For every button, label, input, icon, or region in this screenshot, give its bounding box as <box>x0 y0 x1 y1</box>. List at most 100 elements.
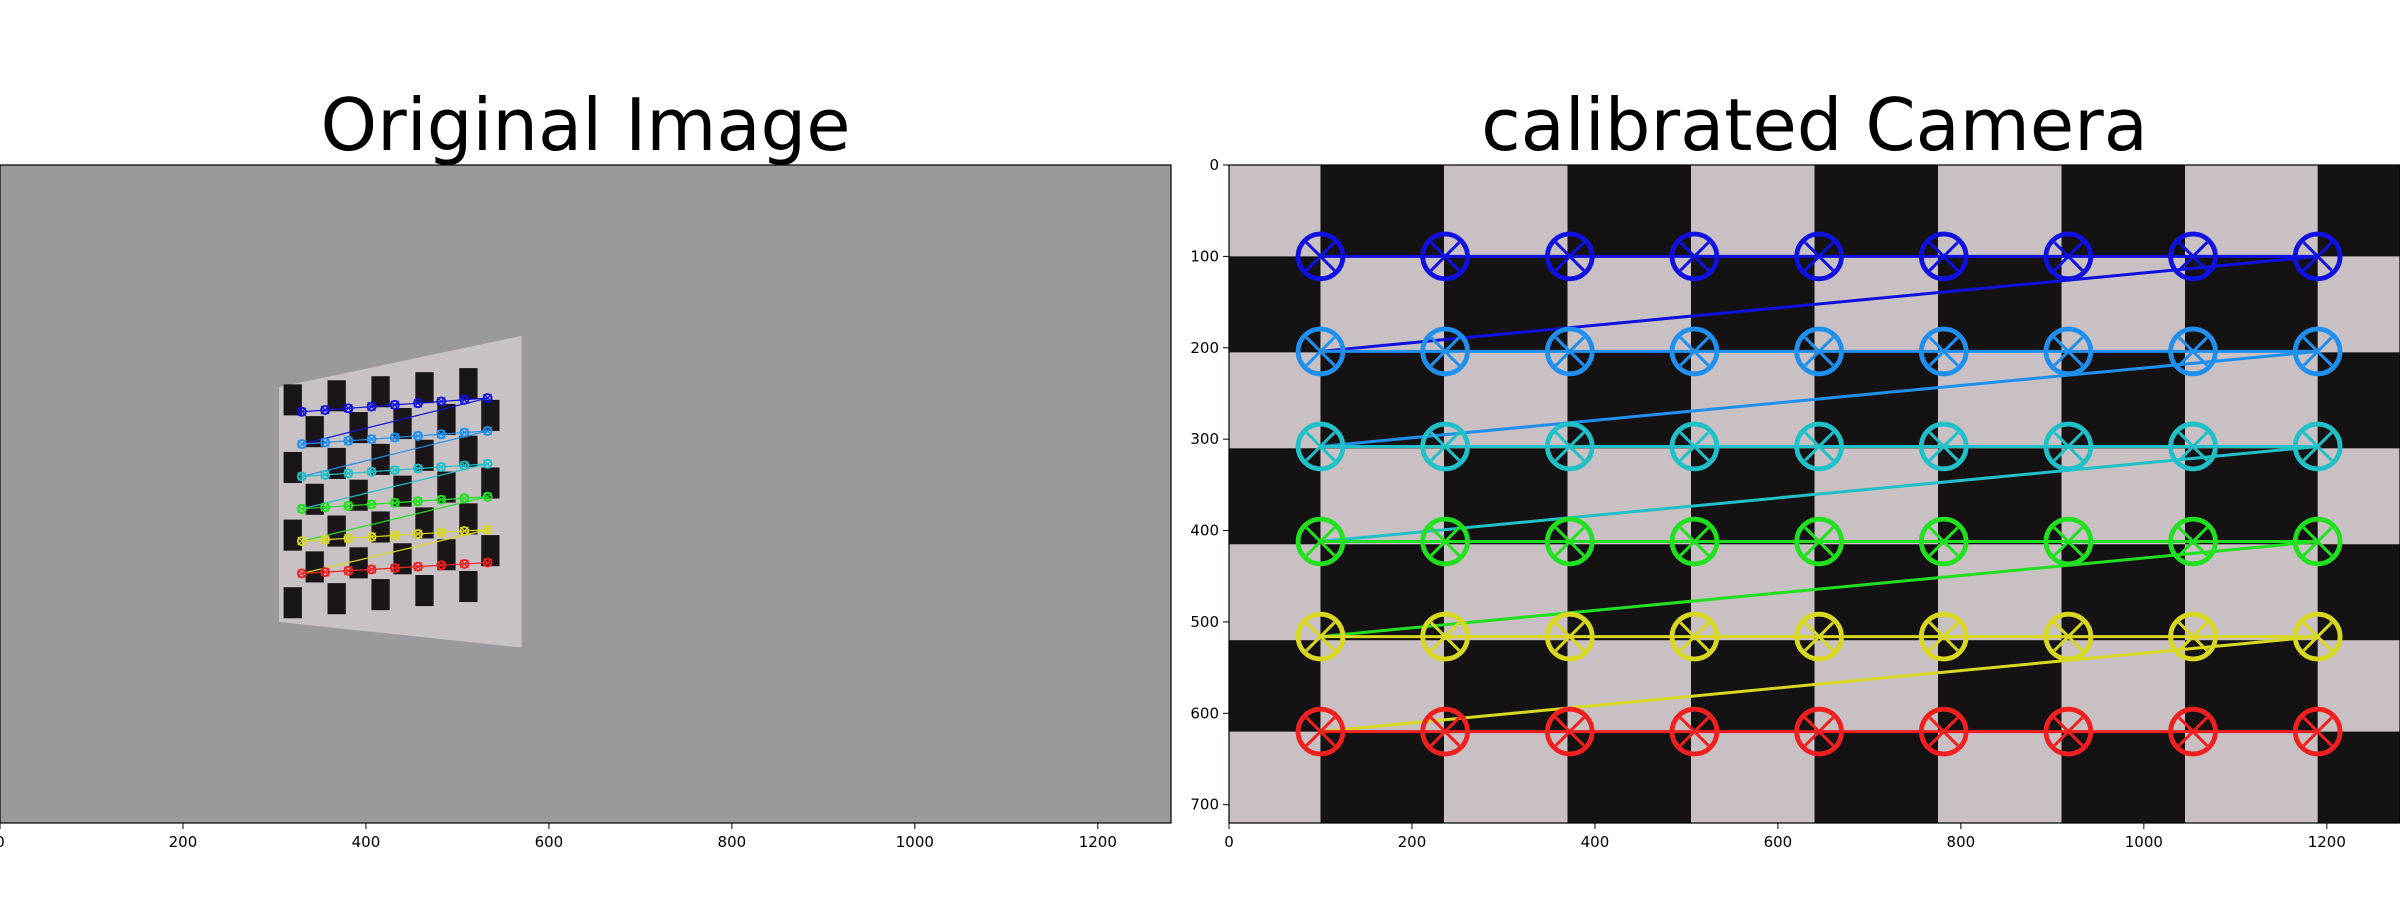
corner-link <box>301 430 488 478</box>
corner <box>343 533 354 544</box>
corner-cross <box>343 436 353 446</box>
corner-cross <box>436 495 446 505</box>
square <box>327 583 346 615</box>
square <box>459 570 478 603</box>
corner <box>366 466 377 477</box>
corner <box>436 494 447 505</box>
corner <box>1794 706 1844 757</box>
corner-cross <box>1804 716 1835 747</box>
x-tick-label: 800 <box>718 833 747 851</box>
corner <box>1420 706 1470 757</box>
corner-cross <box>1554 336 1585 367</box>
corner-cross <box>297 407 307 417</box>
square <box>393 407 412 440</box>
square <box>371 376 390 408</box>
corner <box>482 458 493 469</box>
corner <box>482 557 493 568</box>
corner-cross <box>413 398 423 408</box>
corner <box>343 403 354 414</box>
corner-cross <box>1554 526 1585 557</box>
corner <box>436 396 447 407</box>
x-tick-label: 400 <box>1581 833 1610 851</box>
corner <box>459 460 470 471</box>
corner <box>389 530 400 541</box>
square <box>371 579 390 611</box>
corner-cross <box>459 460 469 470</box>
corner-cross <box>2177 526 2209 557</box>
corner <box>366 499 377 510</box>
corner-cross <box>483 459 493 469</box>
corner <box>2292 231 2343 282</box>
corner <box>1544 706 1595 757</box>
corner <box>2043 516 2094 567</box>
corner <box>2168 516 2218 567</box>
corner <box>296 471 307 482</box>
corner-cross <box>367 499 376 509</box>
corner-cross <box>1804 336 1835 367</box>
x-tick-label: 1200 <box>2308 833 2346 851</box>
corner-cross <box>2053 526 2084 557</box>
corner-cross <box>1430 336 1461 367</box>
corner <box>2043 231 2094 282</box>
corner-cross <box>367 434 376 444</box>
corner-cross <box>436 462 446 472</box>
corner-cross <box>2177 621 2209 652</box>
square <box>1320 731 1444 823</box>
corner-cross <box>2053 716 2084 747</box>
wall <box>0 165 1171 823</box>
corner-cross <box>1804 621 1835 652</box>
corner <box>296 503 307 514</box>
corner <box>1918 516 1969 567</box>
x-tick-label: 600 <box>1764 833 1793 851</box>
corner <box>1420 611 1470 662</box>
corner-cross <box>2053 431 2084 462</box>
corner-cross <box>343 501 353 511</box>
corner-cross <box>343 468 353 478</box>
corner-cross <box>297 569 307 578</box>
corner <box>1794 326 1844 377</box>
axes-frame <box>0 164 1172 824</box>
corner <box>2043 326 2094 377</box>
corner-cross <box>1804 526 1835 557</box>
square <box>481 399 500 431</box>
square <box>437 403 456 436</box>
axes-frame <box>1228 164 2400 824</box>
corner-cross <box>1305 241 1336 272</box>
corner-cross <box>1679 241 1710 272</box>
square <box>283 587 302 619</box>
corner-cross <box>1430 716 1461 747</box>
corner <box>343 468 354 479</box>
x-tick-label: 400 <box>352 833 381 851</box>
corner-cross <box>483 492 493 502</box>
corner-cross <box>1679 431 1710 462</box>
corner <box>2043 421 2094 472</box>
y-tick-label: 100 <box>1190 247 1219 265</box>
corner <box>459 427 470 438</box>
corner <box>320 469 331 480</box>
x-tick-label: 1200 <box>1079 833 1117 851</box>
corner-cross <box>413 496 423 506</box>
corner-cross <box>1804 241 1835 272</box>
corner-cross <box>390 400 400 410</box>
corner-link <box>1320 540 2318 639</box>
square <box>459 368 478 400</box>
corner <box>413 398 423 409</box>
corner <box>1918 611 1969 662</box>
corner-cross <box>483 558 493 567</box>
corner-link <box>1320 254 2318 353</box>
corner <box>436 527 447 538</box>
x-tick-label: 200 <box>169 833 198 851</box>
corner <box>436 560 447 571</box>
corner-cross <box>1928 621 1959 652</box>
corner-cross <box>2302 241 2333 272</box>
corner-cross <box>483 426 493 436</box>
corner-cross <box>483 393 493 403</box>
corner-cross <box>367 564 376 574</box>
square <box>459 435 478 467</box>
y-tick-label: 500 <box>1190 613 1219 631</box>
corner <box>413 496 423 507</box>
corner <box>343 500 354 511</box>
image <box>1229 165 2400 823</box>
corner-cross <box>1305 526 1336 557</box>
corner <box>296 406 307 417</box>
